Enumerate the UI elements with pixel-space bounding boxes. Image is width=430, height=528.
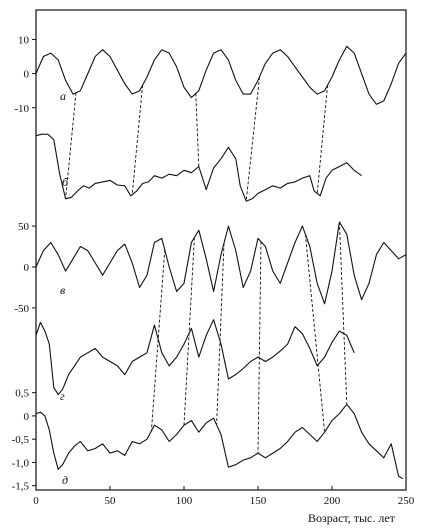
correlation-link-8 <box>216 243 225 425</box>
correlation-link-11 <box>338 221 348 405</box>
x-axis: 0 50 100 150 200 250 <box>33 486 415 507</box>
correlation-link-9 <box>257 241 262 454</box>
y-tick-label-d-2: -0,5 <box>12 434 30 446</box>
correlation-links <box>65 76 348 454</box>
panel-label-a: а <box>60 89 66 103</box>
x-tick-label-5: 250 <box>398 495 415 507</box>
series-line-d <box>35 403 404 480</box>
y-tick-label-d-4: -1,5 <box>12 481 30 493</box>
panel-label-g: г <box>60 389 65 403</box>
series-curves <box>35 45 407 480</box>
y-tick-label-a-0: 10 <box>18 34 30 46</box>
y-tick-label-v-2: -50 <box>14 303 29 315</box>
y-tick-label-d-3: -1,0 <box>12 457 30 469</box>
correlation-link-1 <box>65 92 77 199</box>
series-line-a <box>35 45 407 105</box>
series-line-b <box>35 133 362 202</box>
y-axis: 10 0 -10 50 0 -50 0,5 0 -0,5 -1,0 -1,5 <box>12 34 36 493</box>
y-tick-label-v-1: 0 <box>24 262 30 274</box>
y-tick-label-v-0: 50 <box>18 221 30 233</box>
series-line-v <box>35 221 407 305</box>
correlation-link-4 <box>245 76 260 202</box>
y-tick-label-a-1: 0 <box>24 69 30 81</box>
panel-label-v: в <box>60 283 65 297</box>
x-tick-label-0: 0 <box>33 495 39 507</box>
y-tick-label-d-1: 0 <box>24 411 30 423</box>
series-line-g <box>35 319 355 396</box>
correlation-link-2 <box>131 85 144 195</box>
x-tick-label-3: 150 <box>250 495 267 507</box>
x-axis-title: Возраст, тыс. лет <box>308 511 396 525</box>
plot-frame <box>35 9 407 491</box>
x-tick-label-1: 50 <box>105 495 117 507</box>
correlation-link-3 <box>195 93 200 167</box>
correlation-link-7 <box>183 237 195 426</box>
x-tick-label-2: 100 <box>176 495 193 507</box>
panel-labels: а б в г д <box>60 89 69 487</box>
panel-label-b: б <box>62 175 69 189</box>
x-tick-label-4: 200 <box>324 495 341 507</box>
correlation-link-10 <box>304 234 326 433</box>
panel-label-d: д <box>62 473 68 487</box>
y-tick-label-a-2: -10 <box>14 103 29 115</box>
y-tick-label-d-0: 0,5 <box>15 388 29 400</box>
correlation-link-5 <box>316 85 329 194</box>
